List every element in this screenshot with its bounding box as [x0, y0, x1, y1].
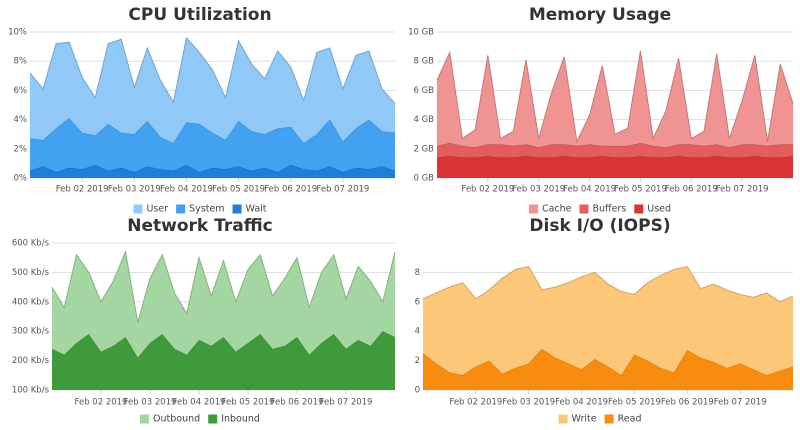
y-tick-label: 0 [415, 386, 420, 396]
legend-swatch [528, 204, 538, 214]
chart-title: Memory Usage [529, 5, 671, 25]
x-tick-label: Feb 05 2019 [222, 398, 275, 408]
legend-swatch [558, 414, 568, 424]
x-tick-label: Feb 02 2019 [75, 398, 128, 408]
legend-label: Used [647, 204, 671, 215]
y-tick-label: 2 [415, 356, 420, 366]
y-tick-label: 500 Kb/s [12, 268, 50, 278]
y-tick-label: 100 Kb/s [12, 386, 50, 396]
x-tick-label: Feb 03 2019 [108, 185, 161, 195]
x-tick-label: Feb 07 2019 [714, 398, 767, 408]
legend-label: Cache [542, 204, 572, 215]
y-tick-label: 200 Kb/s [12, 356, 50, 366]
chart-title: Network Traffic [127, 216, 273, 236]
x-tick-label: Feb 04 2019 [173, 398, 226, 408]
x-tick-label: Feb 03 2019 [124, 398, 177, 408]
legend-swatch [634, 204, 644, 214]
x-tick-label: Feb 02 2019 [449, 398, 502, 408]
area-edge [422, 265, 794, 303]
legend-label: Inbound [221, 414, 260, 425]
area [437, 156, 793, 178]
y-tick-label: 10% [8, 28, 27, 38]
chart-title: Disk I/O (IOPS) [529, 216, 670, 236]
area [52, 251, 395, 358]
legend-swatch [579, 204, 589, 214]
y-tick-label: 300 Kb/s [12, 327, 50, 337]
chart-panel: Memory Usage 0 GB 2 GB 4 GB 6 GB 8 GB 10 GB Feb… [408, 5, 794, 215]
area [30, 37, 395, 143]
legend-label: Outbound [153, 414, 200, 425]
legend-label: User [146, 204, 168, 215]
x-tick-label: Feb 07 2019 [320, 398, 373, 408]
y-tick-label: 4 GB [413, 115, 434, 125]
legend-label: Read [618, 414, 642, 425]
legend-swatch [133, 204, 143, 214]
area [423, 266, 793, 376]
y-tick-label: 8% [14, 57, 28, 67]
x-tick-label: Feb 06 2019 [264, 185, 317, 195]
area [423, 348, 793, 390]
x-tick-label: Feb 07 2019 [716, 185, 769, 195]
legend-swatch [208, 414, 218, 424]
chart-panel: Disk I/O (IOPS) 0 2 4 6 8 Feb 02 2019 Feb 03 20… [415, 216, 794, 425]
area-edge [29, 36, 396, 104]
legend-swatch [604, 414, 614, 424]
x-tick-label: Feb 06 2019 [271, 398, 324, 408]
x-tick-label: Feb 02 2019 [56, 185, 109, 195]
y-tick-label: 4 [415, 327, 420, 337]
area-edge [51, 250, 396, 323]
y-tick-label: 0 GB [413, 174, 434, 184]
x-tick-label: Feb 05 2019 [608, 398, 661, 408]
legend-label: Buffers [592, 204, 626, 215]
x-tick-label: Feb 02 2019 [461, 185, 514, 195]
x-tick-label: Feb 03 2019 [502, 398, 555, 408]
x-tick-label: Feb 04 2019 [563, 185, 616, 195]
legend-label: System [189, 204, 224, 215]
chart-panel: Network Traffic 100 Kb/s 200 Kb/s 300 Kb/s 4… [12, 216, 396, 425]
y-tick-label: 6 GB [413, 86, 434, 96]
legend-swatch [176, 204, 186, 214]
area [30, 118, 395, 173]
legend-label: Write [572, 414, 597, 425]
x-tick-label: Feb 06 2019 [665, 185, 718, 195]
y-tick-label: 600 Kb/s [12, 239, 50, 249]
y-tick-label: 6% [14, 86, 28, 96]
legend-label: Wait [246, 204, 267, 215]
x-tick-label: Feb 06 2019 [661, 398, 714, 408]
y-tick-label: 10 GB [408, 28, 434, 38]
y-tick-label: 2% [14, 144, 28, 154]
y-tick-label: 8 [415, 268, 420, 278]
y-tick-label: 2 GB [413, 144, 434, 154]
area-edge [436, 50, 794, 144]
legend-swatch [232, 204, 242, 214]
chart-title: CPU Utilization [128, 5, 271, 25]
x-tick-label: Feb 04 2019 [160, 185, 213, 195]
area [437, 50, 793, 148]
x-tick-label: Feb 07 2019 [316, 185, 369, 195]
x-tick-label: Feb 04 2019 [555, 398, 608, 408]
area [52, 331, 395, 390]
y-tick-label: 8 GB [413, 57, 434, 67]
x-tick-label: Feb 05 2019 [614, 185, 667, 195]
legend-swatch [140, 414, 150, 424]
y-tick-label: 0% [14, 174, 28, 184]
x-tick-label: Feb 03 2019 [512, 185, 565, 195]
y-tick-label: 4% [14, 115, 28, 125]
y-tick-label: 400 Kb/s [12, 297, 50, 307]
x-tick-label: Feb 05 2019 [212, 185, 265, 195]
y-tick-label: 6 [415, 297, 420, 307]
area [437, 142, 793, 158]
